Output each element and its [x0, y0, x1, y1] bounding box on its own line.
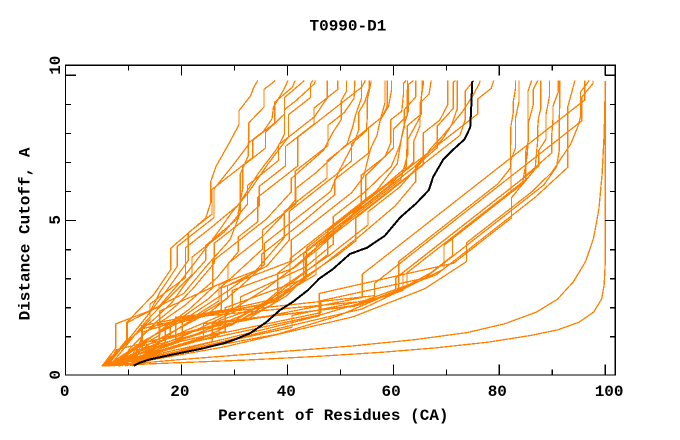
- svg-text:100: 100: [595, 383, 624, 401]
- svg-text:0: 0: [47, 370, 65, 380]
- svg-text:40: 40: [277, 383, 296, 401]
- svg-text:Percent of Residues (CA): Percent of Residues (CA): [218, 407, 448, 425]
- svg-text:5: 5: [47, 215, 65, 225]
- svg-text:Distance Cutoff, A: Distance Cutoff, A: [17, 147, 35, 320]
- svg-text:0: 0: [60, 383, 70, 401]
- svg-text:20: 20: [170, 383, 189, 401]
- svg-text:60: 60: [381, 383, 400, 401]
- svg-text:T0990-D1: T0990-D1: [309, 18, 386, 36]
- svg-text:80: 80: [488, 383, 507, 401]
- svg-text:10: 10: [47, 56, 65, 75]
